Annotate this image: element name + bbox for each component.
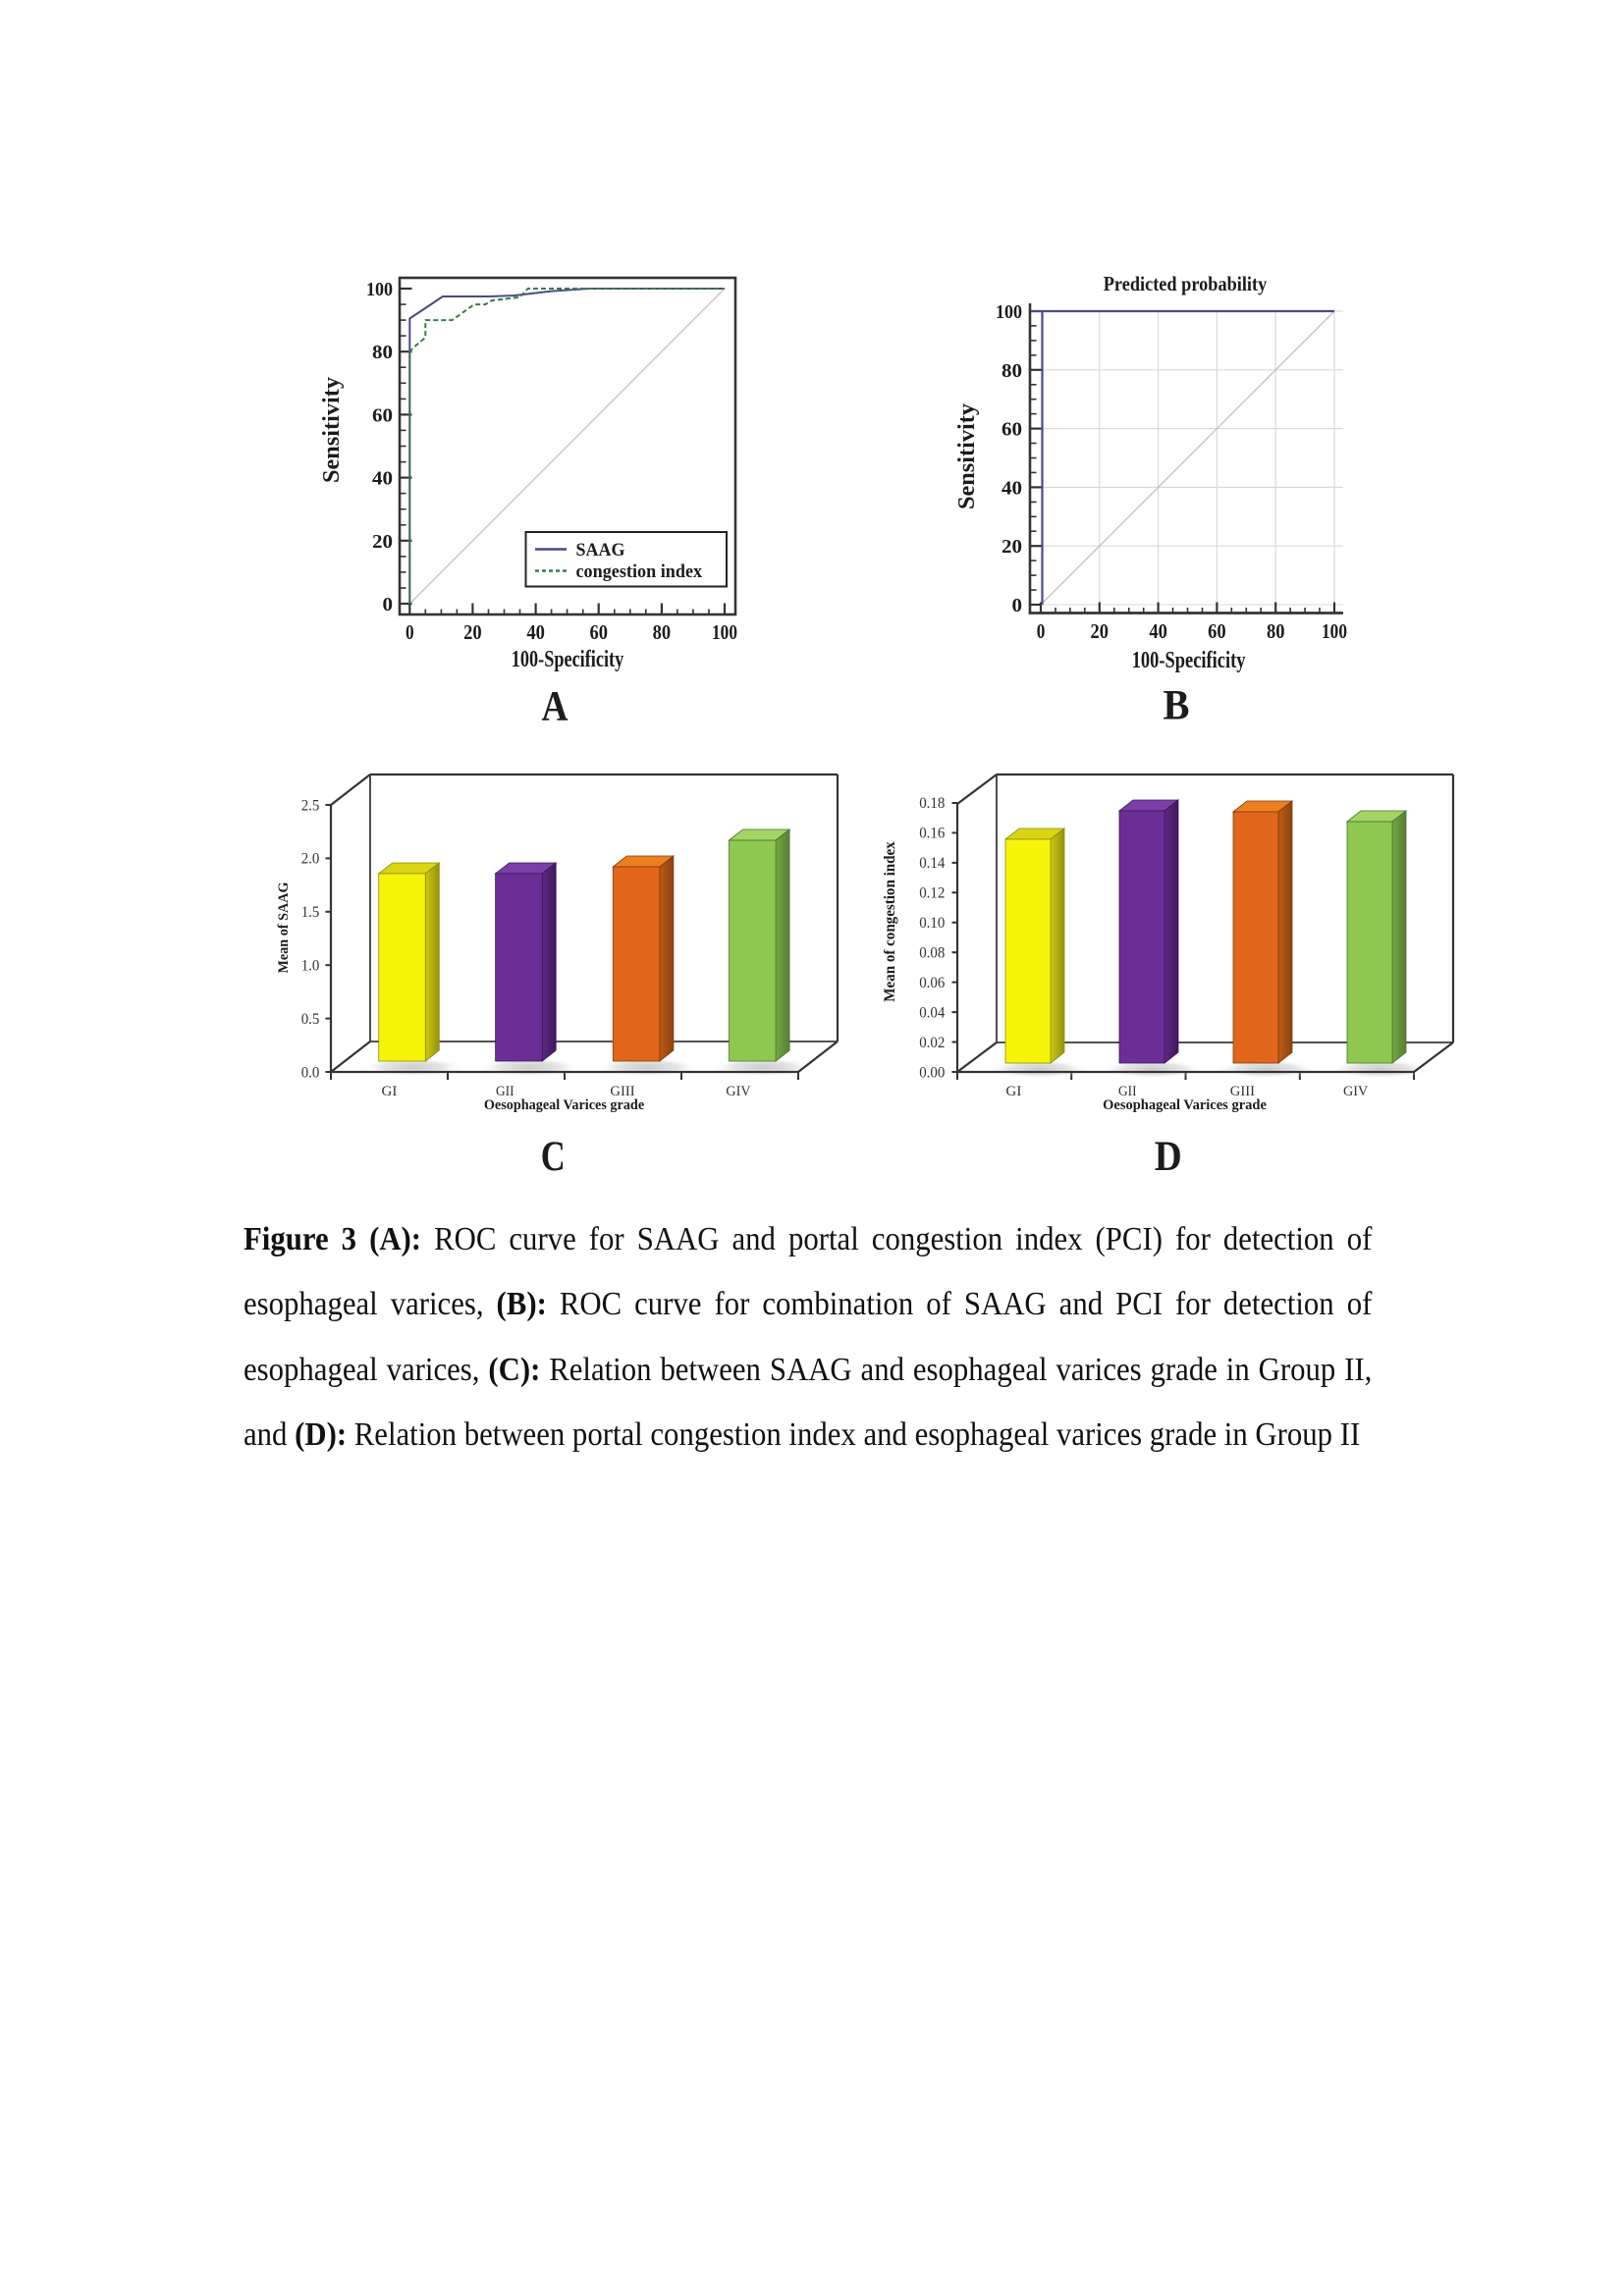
svg-text:100: 100 xyxy=(366,279,393,300)
svg-text:100-Specificity: 100-Specificity xyxy=(512,647,623,672)
svg-text:100-Specificity: 100-Specificity xyxy=(1132,648,1246,673)
svg-text:congestion index: congestion index xyxy=(576,561,703,582)
svg-text:80: 80 xyxy=(1267,619,1285,643)
svg-text:GIV: GIV xyxy=(726,1084,750,1099)
svg-text:40: 40 xyxy=(1149,619,1167,643)
svg-text:0.16: 0.16 xyxy=(919,826,945,842)
svg-text:GIII: GIII xyxy=(1230,1084,1255,1099)
svg-text:20: 20 xyxy=(463,620,482,644)
svg-text:Oesophageal Varices grade: Oesophageal Varices grade xyxy=(1103,1097,1267,1113)
svg-text:0: 0 xyxy=(1012,595,1023,616)
svg-text:GII: GII xyxy=(1118,1084,1137,1099)
svg-text:0.00: 0.00 xyxy=(919,1064,945,1081)
svg-text:1.0: 1.0 xyxy=(301,958,320,975)
svg-text:40: 40 xyxy=(372,468,393,490)
svg-text:0.08: 0.08 xyxy=(919,945,945,962)
svg-text:0: 0 xyxy=(406,620,414,644)
svg-text:GII: GII xyxy=(496,1084,514,1099)
svg-text:2.0: 2.0 xyxy=(301,851,320,868)
svg-text:0.14: 0.14 xyxy=(919,855,945,872)
svg-text:60: 60 xyxy=(372,404,393,426)
svg-text:Sensitivity: Sensitivity xyxy=(954,403,980,509)
svg-text:100: 100 xyxy=(712,620,737,644)
svg-text:GIII: GIII xyxy=(610,1084,634,1099)
svg-text:Mean of SAAG: Mean of SAAG xyxy=(276,882,292,974)
svg-text:0: 0 xyxy=(383,594,394,615)
svg-text:20: 20 xyxy=(372,531,393,553)
svg-text:20: 20 xyxy=(1091,619,1110,643)
svg-text:0.0: 0.0 xyxy=(301,1064,320,1081)
svg-text:D: D xyxy=(1155,1134,1182,1180)
svg-text:Sensitivity: Sensitivity xyxy=(319,377,345,483)
svg-text:40: 40 xyxy=(1001,477,1022,499)
svg-text:1.5: 1.5 xyxy=(301,904,320,921)
svg-text:GI: GI xyxy=(1005,1084,1021,1099)
svg-text:0.10: 0.10 xyxy=(919,915,945,932)
svg-text:0.04: 0.04 xyxy=(919,1004,945,1021)
svg-text:B: B xyxy=(1164,682,1190,728)
svg-text:80: 80 xyxy=(653,620,672,644)
svg-text:0.5: 0.5 xyxy=(301,1011,320,1028)
svg-text:60: 60 xyxy=(1208,619,1226,643)
svg-text:A: A xyxy=(542,684,568,730)
svg-text:Mean of congestion index: Mean of congestion index xyxy=(882,841,898,1002)
svg-text:0.02: 0.02 xyxy=(919,1035,945,1051)
svg-text:60: 60 xyxy=(1001,419,1022,441)
svg-text:Oesophageal Varices grade: Oesophageal Varices grade xyxy=(484,1097,645,1113)
svg-text:0.06: 0.06 xyxy=(919,975,945,991)
svg-text:Predicted probability: Predicted probability xyxy=(1104,272,1268,295)
svg-text:20: 20 xyxy=(1001,536,1022,558)
svg-text:60: 60 xyxy=(589,620,608,644)
svg-text:80: 80 xyxy=(1001,360,1022,382)
svg-text:0.12: 0.12 xyxy=(919,885,945,902)
svg-text:0.18: 0.18 xyxy=(919,795,945,812)
svg-text:0: 0 xyxy=(1037,619,1046,643)
svg-text:GI: GI xyxy=(382,1084,398,1099)
svg-text:2.5: 2.5 xyxy=(301,797,320,814)
svg-text:100: 100 xyxy=(996,301,1022,323)
svg-text:100: 100 xyxy=(1322,619,1347,643)
svg-text:GIV: GIV xyxy=(1343,1084,1368,1099)
svg-text:40: 40 xyxy=(526,620,545,644)
svg-text:80: 80 xyxy=(372,342,393,363)
svg-text:C: C xyxy=(541,1134,566,1180)
svg-text:SAAG: SAAG xyxy=(576,540,625,561)
